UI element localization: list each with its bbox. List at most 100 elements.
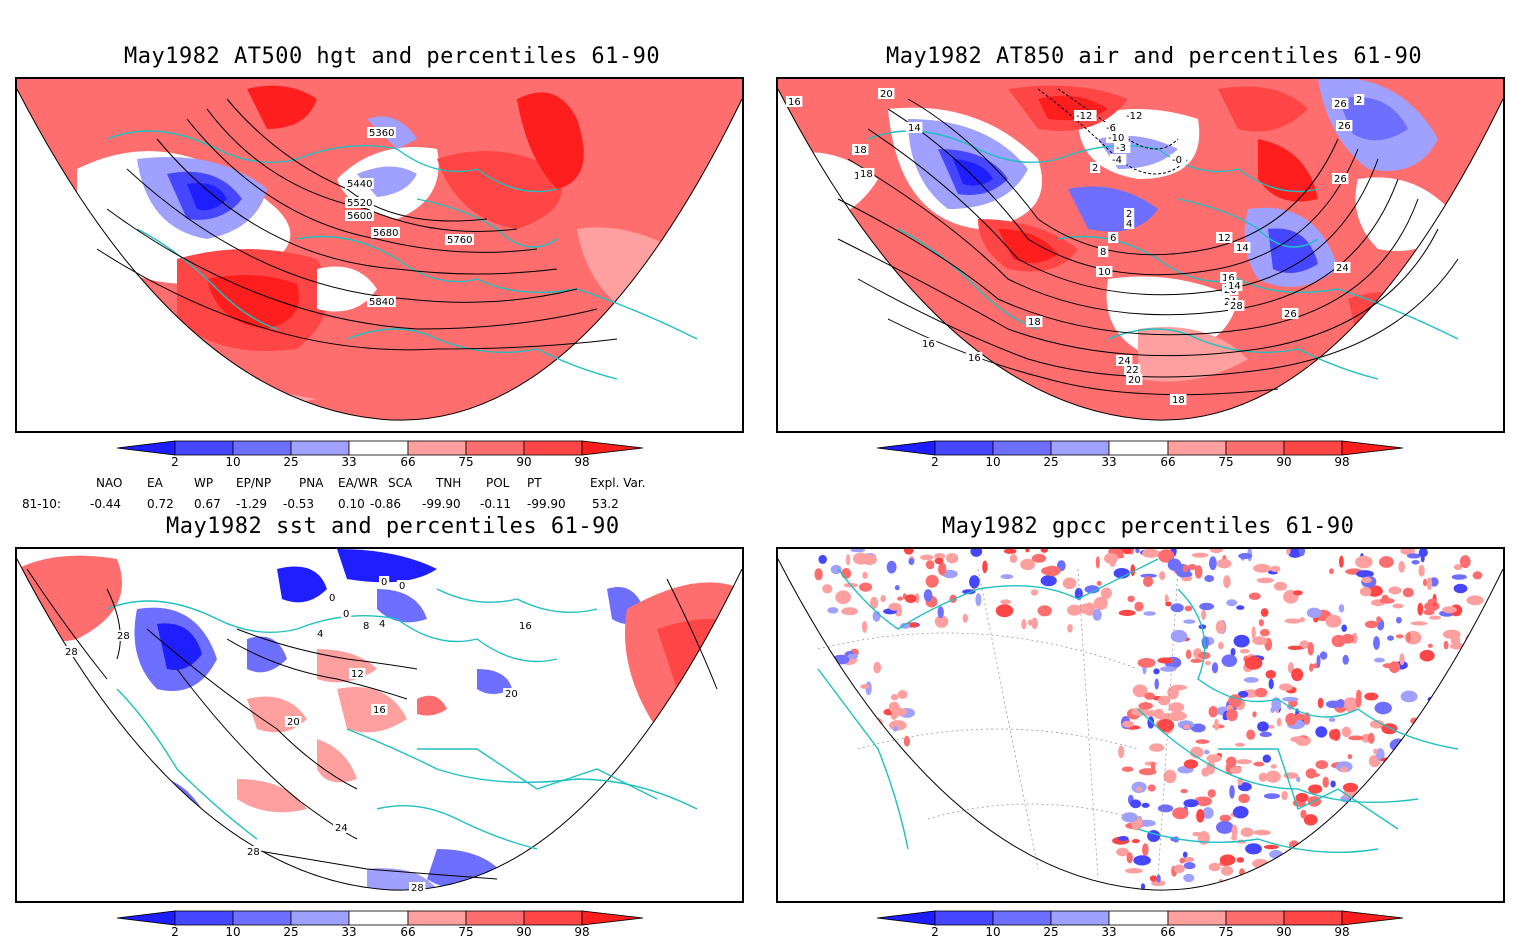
precip-anomaly-blob [975,593,982,607]
precip-anomaly-blob [1395,634,1404,639]
index-header: WP [194,476,214,490]
precip-anomaly-blob [837,745,847,760]
precip-anomaly-blob [896,759,907,764]
index-header: Expl. Var. [590,476,646,490]
precip-anomaly-blob [1194,565,1203,579]
index-value: -0.86 [370,497,402,511]
contour-label-bg [115,630,132,641]
precip-anomaly-blob [832,761,839,769]
precip-anomaly-blob [1236,857,1245,863]
precip-anomaly-blob [1259,731,1272,738]
contour-label-bg [1216,232,1233,243]
precip-anomaly-blob [1396,760,1409,767]
precip-anomaly-blob [1149,743,1165,752]
contour-label-bg [1124,364,1141,375]
colorbar-segment [116,440,176,456]
contour-label-bg [345,210,374,221]
precip-anomaly-blob [1246,729,1256,740]
colorbar-segment [174,910,234,926]
contour-label: 24 [1118,356,1131,367]
contour-label-bg [371,704,388,715]
contour-label-bg [858,168,875,179]
precip-anomaly-blob [1137,658,1156,668]
precip-anomaly-blob [1411,729,1417,734]
precip-anomaly-blob [1406,632,1411,643]
precip-anomaly-blob [1419,649,1435,662]
contour-label-bg [1116,355,1133,366]
precip-anomaly-blob [1339,766,1349,773]
precip-anomaly-blob [969,575,980,589]
precip-anomaly-blob [1441,871,1450,884]
precip-anomaly-blob [1096,580,1102,586]
contour-label: 28 [247,847,260,858]
precip-anomaly-blob [1141,802,1150,808]
precip-anomaly-blob [1400,690,1418,703]
contour-label-bg [371,227,400,238]
contour-label: 5760 [447,235,472,246]
colorbar-tick-label: 10 [225,455,241,469]
precip-anomaly-blob [1315,760,1329,770]
precip-anomaly-blob [1156,874,1161,883]
colorbar-tick-label: 75 [458,455,474,469]
precip-anomaly-blob [1000,574,1014,580]
index-header: EA/WR [338,476,379,490]
index-header: PT [527,476,542,490]
precip-anomaly-blob [1373,823,1379,836]
contour-label: 26 [1334,99,1347,110]
precip-anomaly-blob [1371,827,1390,833]
precip-anomaly-blob [1428,701,1445,708]
precip-anomaly-blob [1258,772,1268,782]
contour-label: 2 [1356,95,1362,106]
precip-anomaly-blob [1182,564,1189,573]
precip-anomaly-blob [818,554,827,564]
precip-anomaly-blob [1144,692,1155,700]
precip-anomaly-blob [814,568,823,581]
precip-anomaly-blob [1235,759,1252,765]
precip-anomaly-blob [1429,615,1442,620]
precip-anomaly-blob [1319,880,1325,888]
contour-label: 18 [860,169,873,180]
colorbar-segment [876,440,936,456]
precip-anomaly-blob [946,553,959,564]
precip-anomaly-blob [925,560,935,570]
contour-label-bg [245,846,262,857]
precip-anomaly-blob [1020,558,1036,571]
precip-anomaly-blob [1325,614,1342,628]
precip-anomaly-blob [1113,568,1130,579]
contour-label: 12 [1218,233,1231,244]
precip-anomaly-blob [1474,812,1480,817]
precip-anomaly-blob [1173,864,1185,873]
precip-anomaly-blob [1442,877,1449,889]
precip-anomaly-blob [1374,657,1385,663]
precip-anomaly-blob [1257,721,1269,732]
contour-label: -12 [1126,111,1142,122]
precip-anomaly-blob [1371,845,1383,858]
precip-anomaly-blob [1031,617,1038,630]
precip-anomaly-blob [1442,606,1457,614]
index-value: 0.67 [194,497,221,511]
colorbar-tick-label: 75 [1218,455,1234,469]
precip-anomaly-blob [1126,852,1133,864]
precip-anomaly-blob [1245,843,1262,855]
precip-anomaly-blob [1434,752,1452,766]
precip-anomaly-blob [1031,553,1047,563]
precip-anomaly-blob [1327,848,1345,862]
colorbar-segment [1167,440,1227,456]
precip-anomaly-blob [1393,852,1405,864]
precip-anomaly-blob [1183,759,1198,769]
colorbar-tick-label: 25 [1043,925,1059,939]
precip-anomaly-blob [1237,690,1249,698]
contour-label: 16 [519,621,532,632]
precip-anomaly-blob [1417,784,1430,794]
colorbar-tick-label: 10 [225,925,241,939]
contour-label-bg [397,580,408,591]
precip-anomaly-blob [1282,696,1299,702]
precip-anomaly-blob [1104,553,1118,564]
colorbar-segment [1341,440,1404,456]
contour-label: 4 [379,619,385,630]
contour-label: 5440 [347,179,372,190]
precip-anomaly-blob [1471,847,1483,854]
contour-label: 20 [287,717,300,728]
precip-anomaly-blob [1030,589,1039,596]
contour-label-bg [517,620,534,631]
